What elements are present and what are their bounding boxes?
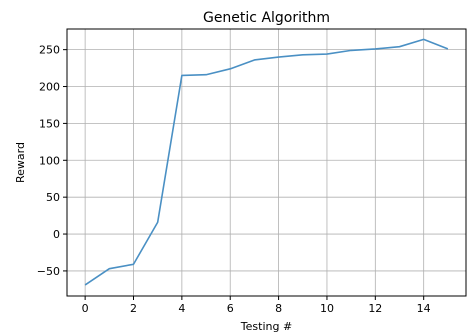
y-tick-label: 50 (46, 191, 60, 204)
y-axis-label: Reward (14, 142, 27, 183)
x-tick-label: 0 (82, 302, 89, 315)
x-tick-label: 10 (320, 302, 334, 315)
y-tick-label: 150 (39, 117, 60, 130)
x-tick-label: 8 (275, 302, 282, 315)
x-tick-label: 6 (227, 302, 234, 315)
x-tick-label: 12 (368, 302, 382, 315)
y-tick-label: 0 (53, 228, 60, 241)
y-tick-label: −50 (37, 265, 60, 278)
chart-title: Genetic Algorithm (203, 10, 330, 26)
x-tick-label: 2 (130, 302, 137, 315)
series-group (84, 38, 449, 286)
x-axis-label: Testing # (240, 320, 292, 333)
axis-ticks: 0 2 4 6 8 10 12 14 −50 0 50 100 150 200 250 (37, 44, 431, 315)
y-tick-label: 250 (39, 44, 60, 57)
x-tick-label: 4 (178, 302, 185, 315)
y-tick-label: 100 (39, 154, 60, 167)
series-line (84, 38, 449, 286)
grid-lines (67, 29, 466, 296)
x-tick-label: 14 (417, 302, 431, 315)
plot-frame (66, 28, 467, 297)
y-tick-label: 200 (39, 81, 60, 94)
